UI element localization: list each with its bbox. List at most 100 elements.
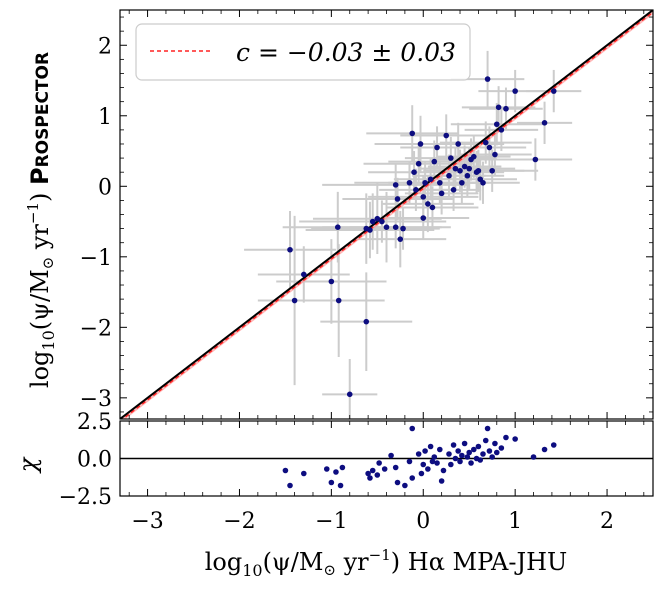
residual-point (498, 445, 505, 451)
data-point (335, 297, 342, 304)
residual-point (452, 455, 459, 462)
residual-point (333, 469, 339, 475)
data-point (455, 141, 461, 147)
residual-point (429, 458, 436, 465)
main-panel: −3 −2 −1 0 1 2 (80, 9, 654, 420)
data-point (448, 155, 454, 161)
residual-point (450, 442, 457, 448)
y-tick-label: −3 (80, 387, 112, 412)
legend: c = −0.03 ± 0.03 (135, 23, 471, 81)
data-point (532, 156, 539, 163)
x-tick-label: 0 (416, 509, 430, 534)
data-point (383, 224, 390, 230)
residual-point (369, 467, 376, 474)
residual-point (530, 454, 537, 460)
one-to-one-line (120, 10, 653, 419)
residual-point (503, 434, 509, 441)
residual-y-tick-label: −2.5 (59, 485, 112, 510)
residual-point (367, 475, 373, 481)
data-point (367, 227, 373, 233)
data-point (457, 167, 463, 174)
data-point (287, 246, 293, 253)
data-point (541, 120, 548, 126)
data-point (328, 278, 335, 285)
data-point (486, 144, 493, 151)
residual-point (448, 461, 454, 468)
residual-point (446, 451, 452, 457)
residual-point (427, 443, 434, 450)
residual-point (484, 425, 491, 432)
residual-point (477, 457, 484, 463)
residual-point (339, 464, 346, 471)
residual-point (415, 451, 422, 457)
data-point (475, 167, 482, 174)
y-tick-label: 1 (98, 105, 112, 130)
x-tick-label: 2 (600, 509, 614, 534)
x-ticks: −3 −2 −1 0 1 2 (128, 10, 645, 534)
data-point (409, 130, 416, 137)
y-tick-label: −1 (80, 246, 112, 271)
residual-point (409, 425, 416, 432)
residual-point (282, 467, 289, 474)
data-point (397, 236, 404, 242)
residual-point (466, 449, 473, 456)
data-point (406, 179, 413, 186)
data-point (493, 121, 500, 128)
x-tick-label: −3 (131, 509, 163, 534)
data-point (498, 127, 505, 133)
data-point (446, 172, 452, 179)
data-point (464, 172, 471, 179)
residual-point (287, 482, 293, 489)
data-point (437, 179, 443, 186)
data-point (443, 132, 450, 139)
data-point (334, 224, 341, 230)
data-point (489, 167, 495, 174)
data-point (392, 182, 399, 188)
residual-point (420, 461, 427, 468)
data-point (482, 139, 489, 146)
data-point (512, 88, 518, 94)
data-point (480, 179, 486, 186)
residual-point (438, 478, 445, 484)
data-point (466, 165, 473, 172)
residual-point (541, 446, 548, 453)
y-tick-label: 2 (98, 34, 112, 59)
data-point (422, 179, 428, 186)
data-point (420, 194, 427, 200)
data-point (450, 187, 457, 193)
residual-point (365, 470, 371, 477)
data-point (300, 271, 307, 278)
residual-point (418, 470, 425, 477)
data-point (420, 215, 427, 221)
residual-point (475, 443, 482, 450)
data-point (392, 224, 399, 230)
data-point (459, 179, 465, 186)
residual-point (493, 449, 500, 456)
residual-panel: 2.5 0.0 −2.5 (59, 410, 654, 510)
data-point (550, 88, 557, 94)
main-ticks: −3 −2 −1 0 1 2 (80, 16, 653, 413)
data-point (400, 225, 406, 232)
data-point (495, 104, 502, 111)
x-tick-label: −1 (315, 509, 347, 534)
residual-y-label: χ (14, 456, 42, 474)
residual-point (425, 466, 431, 472)
main-points (287, 76, 557, 398)
residual-point (300, 470, 307, 477)
x-tick-label: −2 (223, 509, 255, 534)
residual-point (455, 448, 461, 454)
data-point (413, 187, 419, 193)
residual-point (388, 452, 394, 459)
residual-point (486, 448, 493, 454)
main-lines (120, 10, 653, 419)
residual-point (337, 482, 344, 489)
data-point (503, 105, 509, 112)
data-point (411, 169, 417, 175)
residual-point (480, 451, 486, 457)
data-point (484, 76, 491, 82)
data-point (471, 153, 477, 160)
data-point (431, 158, 438, 165)
residual-point (376, 460, 382, 466)
residual-point (409, 475, 416, 481)
